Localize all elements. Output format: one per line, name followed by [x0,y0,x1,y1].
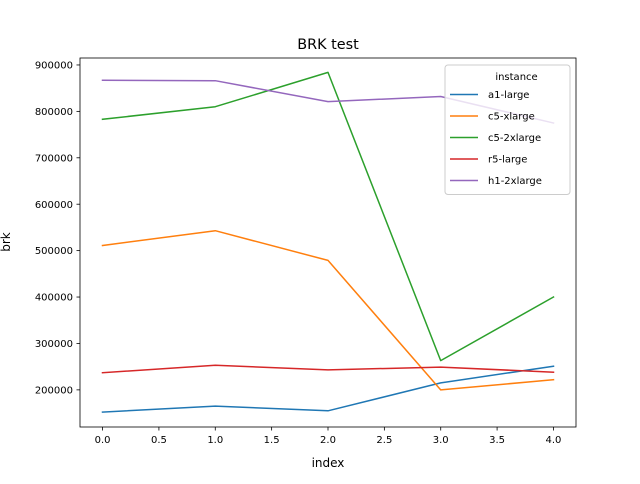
y-tick-label: 400000 [35,293,73,304]
x-axis: 0.0 0.5 1.0 1.5 2.0 2.5 3.0 3.5 4.0 [95,427,562,446]
x-tick-label: 2.5 [376,435,392,446]
y-tick-label: 300000 [35,339,73,350]
y-tick-label: 200000 [35,385,73,396]
legend-label-c5-xlarge: c5-xlarge [488,112,535,123]
y-tick-label: 900000 [35,61,73,72]
y-tick-label: 500000 [35,246,73,257]
x-tick-label: 3.5 [489,435,505,446]
series-line-c5-2xlarge [101,71,555,362]
legend-label-h1-2xlarge: h1-2xlarge [488,176,542,187]
series-line-a1-large [101,365,555,413]
y-tick-label: 600000 [35,200,73,211]
y-axis-label: brk [0,232,13,252]
x-tick-label: 0.5 [151,435,167,446]
legend-label-a1-large: a1-large [488,90,529,101]
legend: instance a1-large c5-xlarge c5-2xlarge r5-la… [444,64,571,195]
legend-box [444,64,571,195]
y-axis: 200000 300000 400000 500000 600000 700000 8000… [35,61,80,396]
x-tick-label: 4.0 [546,435,562,446]
x-tick-label: 3.0 [433,435,449,446]
x-tick-label: 1.0 [207,435,223,446]
legend-label-c5-2xlarge: c5-2xlarge [488,133,541,144]
x-tick-label: 1.5 [264,435,280,446]
series-line-c5-xlarge [101,229,555,391]
x-axis-label: index [312,456,345,470]
series-line-r5-large [101,364,555,374]
y-tick-label: 700000 [35,153,73,164]
chart-title: BRK test [297,37,359,53]
y-tick-label: 800000 [35,107,73,118]
x-tick-label: 2.0 [320,435,336,446]
legend-title: instance [495,72,537,83]
legend-label-r5-large: r5-large [488,155,527,166]
x-tick-label: 0.0 [95,435,111,446]
